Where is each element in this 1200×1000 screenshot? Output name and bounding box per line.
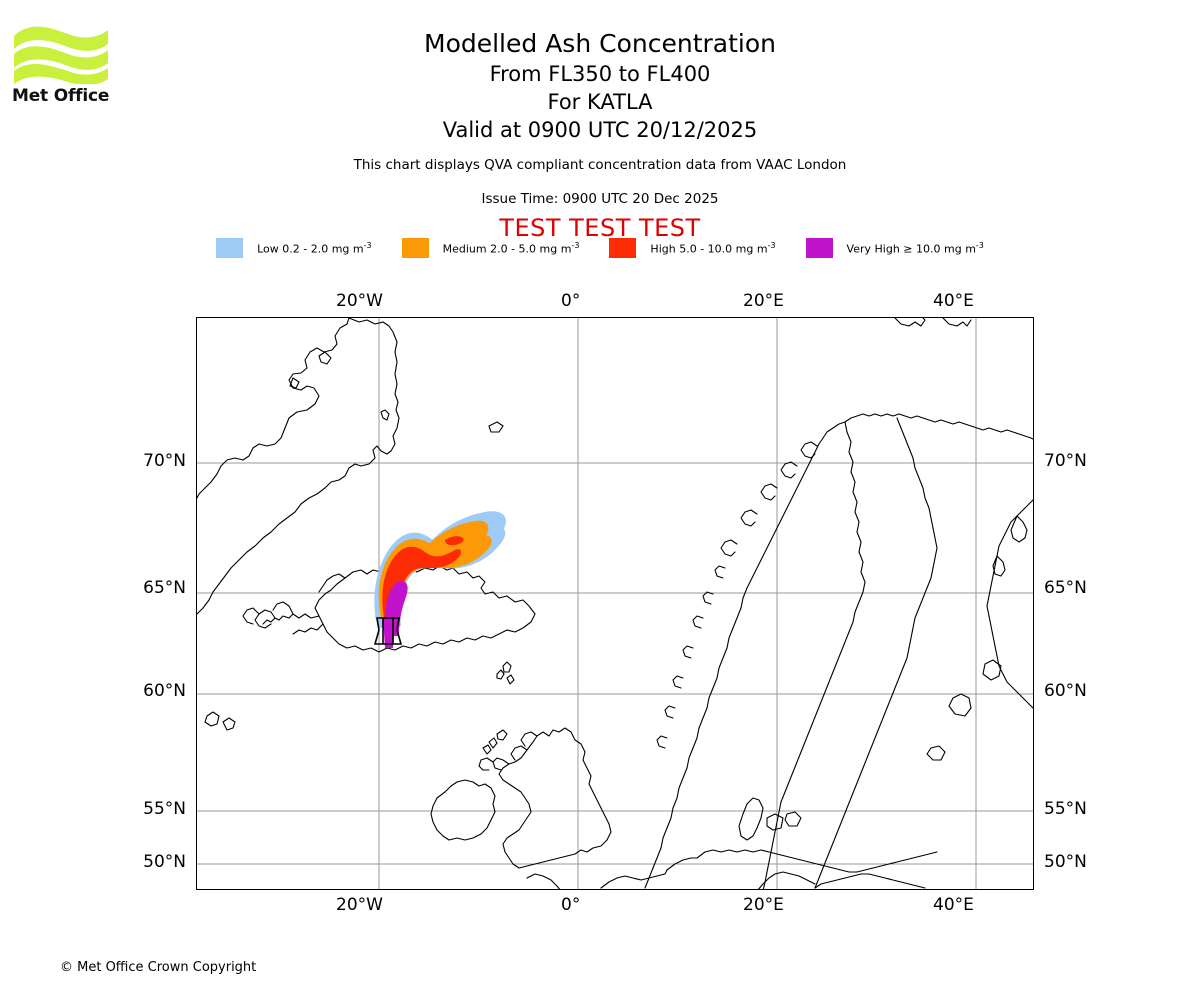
- legend-swatch-low: [216, 238, 244, 258]
- map-frame: [196, 317, 1034, 890]
- lat-label-right-70n: 70°N: [1044, 451, 1087, 471]
- valid-time-line: Valid at 0900 UTC 20/12/2025: [442, 118, 758, 142]
- coastlines: [197, 318, 1033, 889]
- lat-label-left-60n: 60°N: [143, 681, 186, 701]
- logo-brand-text: Met Office: [12, 86, 110, 106]
- issue-time: Issue Time: 0900 UTC 20 Dec 2025: [481, 191, 719, 207]
- lat-label-left-70n: 70°N: [143, 451, 186, 471]
- lat-label-right-65n: 65°N: [1044, 578, 1087, 598]
- lon-label-top-20w: 20°W: [336, 291, 383, 311]
- legend-label-high: High 5.0 - 10.0 mg m-3: [650, 240, 776, 256]
- lon-label-top-0: 0°: [561, 291, 581, 311]
- lat-label-right-60n: 60°N: [1044, 681, 1087, 701]
- map-canvas: [197, 318, 1033, 889]
- volcano-line: For KATLA: [547, 90, 653, 114]
- lon-label-bottom-20e: 20°E: [743, 895, 784, 915]
- lon-label-top-20e: 20°E: [743, 291, 784, 311]
- test-banner: TEST TEST TEST: [499, 214, 701, 242]
- chart-subtitle: This chart displays QVA compliant concen…: [353, 157, 847, 173]
- page-title: Modelled Ash Concentration: [424, 29, 776, 58]
- lat-label-left-65n: 65°N: [143, 578, 186, 598]
- legend-swatch-very-high: [805, 238, 833, 258]
- concentration-legend: Low 0.2 - 2.0 mg m-3 Medium 2.0 - 5.0 mg…: [0, 238, 1200, 258]
- volcano-source-marker: [373, 617, 403, 645]
- lon-label-bottom-40e: 40°E: [933, 895, 974, 915]
- flight-level-line: From FL350 to FL400: [489, 62, 711, 86]
- lat-label-right-55n: 55°N: [1044, 799, 1087, 819]
- lat-label-left-50n: 50°N: [143, 852, 186, 872]
- legend-label-very-high: Very High ≥ 10.0 mg m-3: [846, 240, 984, 256]
- ash-plume: [373, 511, 507, 648]
- legend-swatch-medium: [401, 238, 429, 258]
- legend-item-high: High 5.0 - 10.0 mg m-3: [609, 238, 776, 258]
- lat-label-left-55n: 55°N: [143, 799, 186, 819]
- legend-swatch-high: [609, 238, 637, 258]
- lat-label-right-50n: 50°N: [1044, 852, 1087, 872]
- map-gridlines: [197, 318, 1033, 889]
- plume-high-speck: [445, 536, 464, 546]
- legend-label-low: Low 0.2 - 2.0 mg m-3: [257, 240, 372, 256]
- ash-concentration-map[interactable]: [196, 317, 1034, 890]
- legend-item-low: Low 0.2 - 2.0 mg m-3: [216, 238, 372, 258]
- plume-band-high: [382, 546, 462, 618]
- logo-waves-icon: [12, 22, 110, 86]
- lon-label-bottom-0: 0°: [561, 895, 581, 915]
- lon-label-top-40e: 40°E: [933, 291, 974, 311]
- legend-item-medium: Medium 2.0 - 5.0 mg m-3: [401, 238, 580, 258]
- legend-label-medium: Medium 2.0 - 5.0 mg m-3: [442, 240, 580, 256]
- copyright-text: © Met Office Crown Copyright: [60, 960, 257, 975]
- plume-core-column: [383, 618, 395, 648]
- met-office-logo: Met Office: [12, 22, 122, 114]
- lon-label-bottom-20w: 20°W: [336, 895, 383, 915]
- title-block: Modelled Ash Concentration From FL350 to…: [0, 28, 1200, 144]
- legend-item-very-high: Very High ≥ 10.0 mg m-3: [805, 238, 984, 258]
